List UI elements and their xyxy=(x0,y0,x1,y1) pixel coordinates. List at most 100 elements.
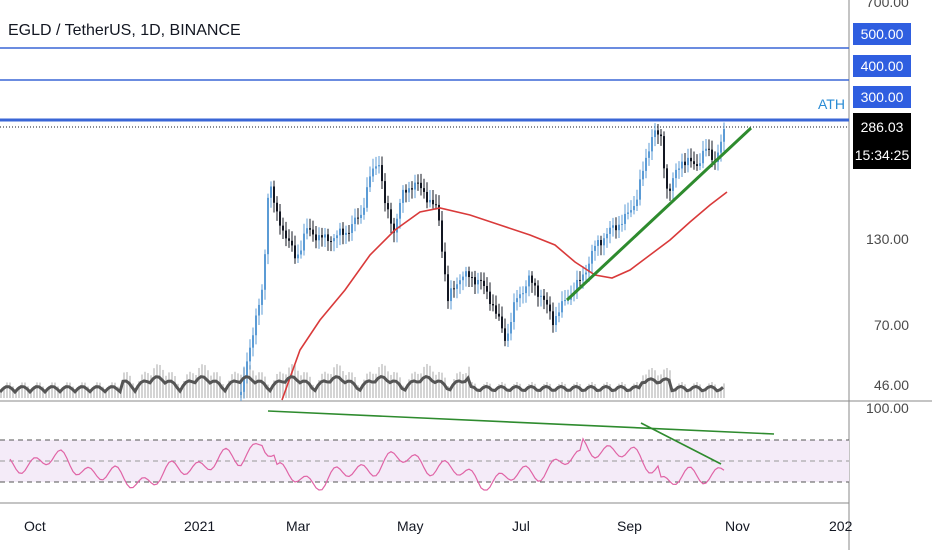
candle[interactable] xyxy=(258,304,260,316)
candle[interactable] xyxy=(441,220,443,252)
candle[interactable] xyxy=(291,240,293,246)
candle[interactable] xyxy=(663,136,665,169)
candle[interactable] xyxy=(489,291,491,305)
level-label-500[interactable]: 500.00 xyxy=(853,23,911,45)
candle[interactable] xyxy=(309,228,311,230)
candle[interactable] xyxy=(381,165,383,182)
candle[interactable] xyxy=(315,234,317,241)
candle[interactable] xyxy=(636,199,638,207)
candle[interactable] xyxy=(456,284,458,289)
rsi-downtrend-line[interactable] xyxy=(640,422,722,465)
candle[interactable] xyxy=(591,250,593,264)
candle[interactable] xyxy=(426,191,428,203)
candle[interactable] xyxy=(450,288,452,302)
rsi-divergence-line[interactable] xyxy=(267,410,775,435)
candle[interactable] xyxy=(693,161,695,165)
candle[interactable] xyxy=(561,301,563,313)
candle[interactable] xyxy=(276,202,278,212)
candle[interactable] xyxy=(651,137,653,152)
candle[interactable] xyxy=(252,335,254,348)
candle[interactable] xyxy=(264,254,266,290)
candle[interactable] xyxy=(579,279,581,281)
candle[interactable] xyxy=(405,189,407,193)
candle[interactable] xyxy=(387,203,389,210)
candle[interactable] xyxy=(504,328,506,341)
candle[interactable] xyxy=(492,304,494,306)
candle[interactable] xyxy=(375,166,377,169)
candle[interactable] xyxy=(657,130,659,135)
candle[interactable] xyxy=(390,209,392,224)
candle[interactable] xyxy=(630,210,632,213)
candle[interactable] xyxy=(615,225,617,231)
candle[interactable] xyxy=(666,168,668,189)
candle[interactable] xyxy=(501,316,503,329)
candle[interactable] xyxy=(354,217,356,225)
candle[interactable] xyxy=(240,391,242,395)
candle[interactable] xyxy=(360,214,362,219)
level-label-400[interactable]: 400.00 xyxy=(853,55,911,77)
candle[interactable] xyxy=(681,161,683,169)
candle[interactable] xyxy=(618,224,620,231)
candle[interactable] xyxy=(402,189,404,203)
candle[interactable] xyxy=(639,179,641,200)
candle[interactable] xyxy=(510,321,512,334)
candle[interactable] xyxy=(525,286,527,294)
candle[interactable] xyxy=(408,188,410,193)
candle[interactable] xyxy=(702,150,704,164)
candle[interactable] xyxy=(633,206,635,211)
candle[interactable] xyxy=(576,279,578,293)
candle[interactable] xyxy=(642,170,644,180)
candle[interactable] xyxy=(306,228,308,234)
candle[interactable] xyxy=(582,274,584,281)
candle[interactable] xyxy=(603,238,605,246)
candle[interactable] xyxy=(696,164,698,167)
candle[interactable] xyxy=(546,299,548,305)
candle[interactable] xyxy=(540,295,542,297)
candle[interactable] xyxy=(399,202,401,219)
candle[interactable] xyxy=(411,188,413,190)
candle[interactable] xyxy=(333,238,335,242)
candle[interactable] xyxy=(711,149,713,160)
candle[interactable] xyxy=(552,311,554,326)
candle[interactable] xyxy=(645,157,647,171)
candle[interactable] xyxy=(486,286,488,292)
candle[interactable] xyxy=(339,228,341,236)
candle[interactable] xyxy=(342,228,344,235)
candle[interactable] xyxy=(468,271,470,278)
candle[interactable] xyxy=(312,229,314,235)
level-label-300[interactable]: 300.00 xyxy=(853,86,911,108)
candle[interactable] xyxy=(396,218,398,233)
candle[interactable] xyxy=(336,235,338,239)
candle[interactable] xyxy=(558,312,560,317)
candle[interactable] xyxy=(627,212,629,214)
candle[interactable] xyxy=(414,182,416,190)
candle[interactable] xyxy=(303,233,305,251)
candle[interactable] xyxy=(531,275,533,283)
moving-average-line[interactable] xyxy=(281,191,728,401)
candle[interactable] xyxy=(369,176,371,188)
candle[interactable] xyxy=(480,279,482,281)
candle[interactable] xyxy=(330,241,332,243)
candle[interactable] xyxy=(435,204,437,206)
uptrend-line[interactable] xyxy=(565,126,753,302)
candle[interactable] xyxy=(282,225,284,231)
candle[interactable] xyxy=(327,234,329,242)
candle[interactable] xyxy=(444,251,446,275)
candle[interactable] xyxy=(465,271,467,277)
candle[interactable] xyxy=(537,285,539,297)
candle[interactable] xyxy=(471,277,473,279)
candle[interactable] xyxy=(267,197,269,255)
candle[interactable] xyxy=(723,128,725,142)
candle[interactable] xyxy=(705,148,707,151)
candle[interactable] xyxy=(483,280,485,287)
candle[interactable] xyxy=(270,186,272,198)
candle[interactable] xyxy=(513,302,515,322)
candle[interactable] xyxy=(384,181,386,204)
candle[interactable] xyxy=(621,223,623,225)
candle[interactable] xyxy=(648,151,650,158)
candle[interactable] xyxy=(243,375,245,392)
candle[interactable] xyxy=(438,204,440,221)
candle[interactable] xyxy=(459,280,461,285)
candle[interactable] xyxy=(507,333,509,341)
